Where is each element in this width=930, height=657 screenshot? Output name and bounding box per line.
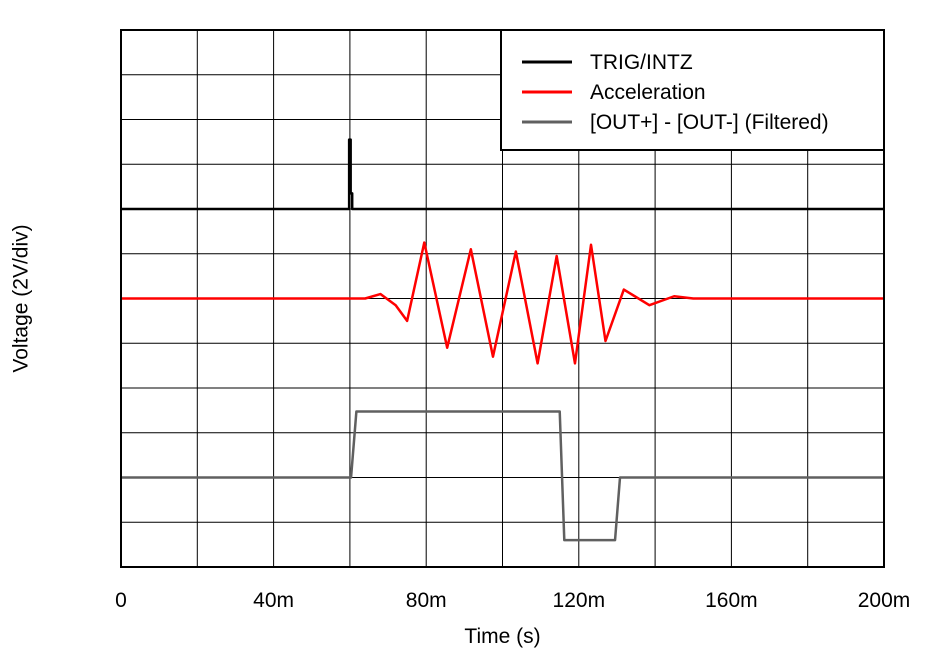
x-tick-label: 200m [858, 589, 911, 612]
series-line-3 [121, 410, 884, 542]
x-axis-label: Time (s) [464, 625, 540, 648]
series-line-1 [121, 138, 884, 211]
series-line-2 [121, 241, 884, 365]
y-axis-label: Voltage (2V/div) [10, 224, 33, 372]
legend-label: [OUT+] - [OUT-] (Filtered) [590, 111, 829, 134]
legend: TRIG/INTZ Acceleration [OUT+] - [OUT-] (Fi… [500, 29, 885, 151]
x-tick-label: 160m [705, 589, 758, 612]
traces [121, 138, 884, 542]
legend-label: Acceleration [590, 81, 706, 104]
x-tick-label: 40m [253, 589, 294, 612]
x-tick-label: 120m [553, 589, 606, 612]
legend-box [500, 29, 885, 151]
x-tick-label: 0 [115, 589, 127, 612]
legend-label: TRIG/INTZ [590, 51, 693, 74]
x-tick-label: 80m [406, 589, 447, 612]
x-tick-labels: 0 40m 80m 120m 160m 200m [115, 589, 910, 612]
